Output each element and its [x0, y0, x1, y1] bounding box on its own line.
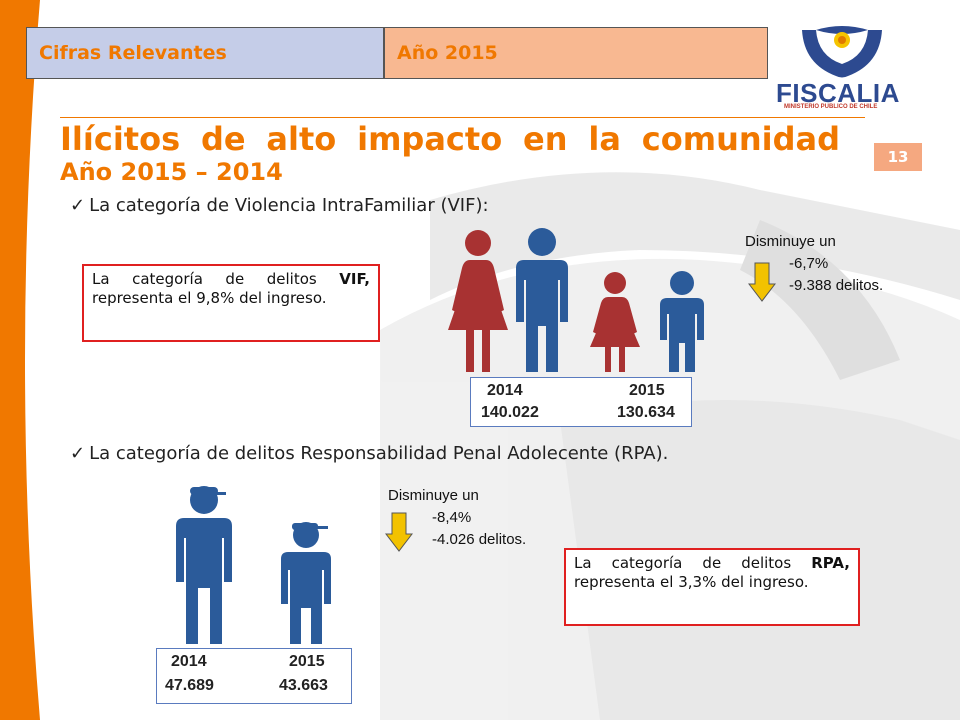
tab-cifras-relevantes: Cifras Relevantes [26, 27, 384, 79]
teen-2015-figure-icon [281, 522, 331, 644]
rpa-value-2015: 43.663 [279, 677, 328, 694]
vif-year-2014: 2014 [487, 382, 523, 399]
title-rule [60, 117, 865, 118]
adolescent-figures [176, 486, 331, 644]
vif-box-text-bold: VIF, [339, 270, 370, 288]
bullet-vif-bold: Violencia IntraFamiliar (VIF): [234, 195, 489, 216]
page-subtitle: Año 2015 – 2014 [60, 158, 283, 186]
vif-value-2014: 140.022 [481, 404, 539, 421]
logo-name: FISCALIA [776, 78, 900, 108]
teen-2014-figure-icon [176, 486, 232, 644]
vif-change-note: Disminuye un -6,7% -9.388 delitos. [745, 231, 883, 297]
bullet-vif-prefix: La categoría de [89, 195, 235, 216]
bullet-rpa-bold: delitos Responsabilidad Penal Adolecente… [234, 443, 669, 464]
rpa-value-2014: 47.689 [165, 677, 214, 694]
orange-side-curve [0, 0, 40, 720]
rpa-down-arrow-icon [385, 512, 413, 552]
fiscalia-emblem-icon [802, 26, 882, 78]
rpa-box-text-a: La categoría de delitos [574, 554, 812, 572]
rpa-change-percent: -8,4% [432, 509, 472, 526]
vif-value-2015: 130.634 [617, 404, 675, 421]
rpa-box-text-b: representa el 3,3% del ingreso. [574, 573, 809, 591]
family-figures [448, 228, 704, 372]
man-figure-icon [516, 228, 568, 372]
vif-box-text-b: representa el 9,8% del ingreso. [92, 289, 327, 307]
vif-stats-box: 2014 2015 140.022 130.634 [470, 377, 692, 427]
bullet-rpa-prefix: La categoría de [89, 443, 235, 464]
vif-down-arrow-icon [748, 262, 776, 302]
check-icon: ✓ [70, 443, 86, 464]
fiscalia-logo: FISCALIA MINISTERIO PUBLICO DE CHILE [776, 24, 946, 114]
rpa-year-2015: 2015 [289, 653, 325, 670]
vif-box-text-a: La categoría de delitos [92, 270, 340, 288]
boy-figure-icon [660, 271, 704, 372]
bullet-vif: ✓ La categoría de Violencia IntraFamiliar… [70, 195, 489, 216]
rpa-stats-box: 2014 2015 47.689 43.663 [156, 648, 352, 704]
rpa-change-label: Disminuye un [388, 487, 479, 504]
page-title: Ilícitos de alto impacto en la comunidad [60, 120, 840, 158]
rpa-change-note: Disminuye un -8,4% -4.026 delitos. [388, 485, 526, 551]
rpa-year-2014: 2014 [171, 653, 207, 670]
rpa-box-text-bold: RPA, [811, 554, 850, 572]
page-number: 13 [874, 143, 922, 171]
vif-year-2015: 2015 [629, 382, 665, 399]
vif-change-percent: -6,7% [789, 255, 829, 272]
vif-change-count: -9.388 delitos. [789, 277, 884, 294]
check-icon: ✓ [70, 195, 86, 216]
logo-tagline: MINISTERIO PUBLICO DE CHILE [784, 104, 878, 110]
rpa-change-count: -4.026 delitos. [432, 531, 527, 548]
vif-change-label: Disminuye un [745, 233, 836, 250]
tab-year: Año 2015 [384, 27, 768, 79]
vif-share-box: La categoría de delitos VIF, representa … [82, 264, 380, 342]
girl-figure-icon [590, 272, 640, 372]
rpa-share-box: La categoría de delitos RPA, representa … [564, 548, 860, 626]
woman-figure-icon [448, 230, 508, 372]
bullet-rpa: ✓ La categoría de delitos Responsabilidad… [70, 443, 668, 464]
